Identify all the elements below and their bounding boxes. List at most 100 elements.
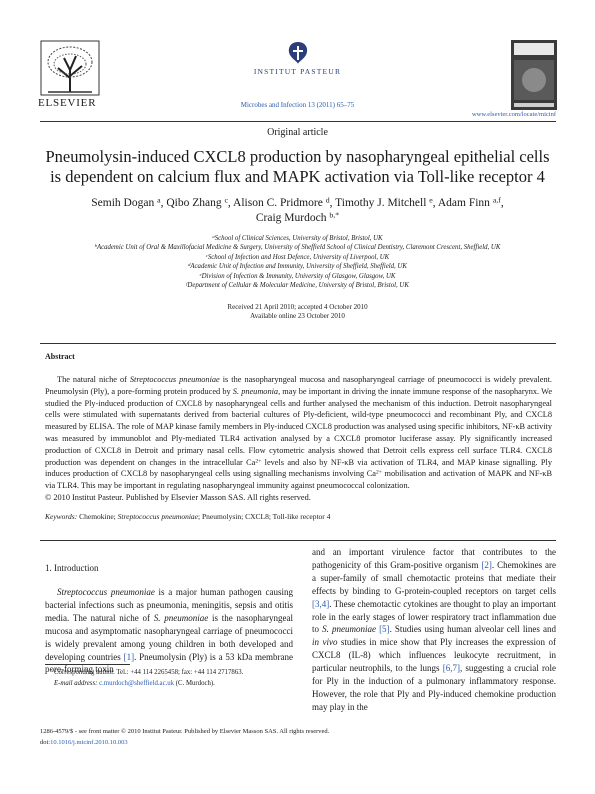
journal-cover (511, 40, 557, 110)
superscript: 2+ (375, 469, 382, 476)
link[interactable]: 10.1016/j.micinf.2010.10.003 (50, 739, 128, 746)
italic-text: in vivo (312, 637, 338, 648)
abstract-heading: Abstract (45, 352, 75, 361)
affiliation: bAcademic Unit of Oral & Maxillofacial M… (0, 243, 595, 252)
affiliation-label: a (212, 233, 215, 239)
body-column: Streptococcus pneumoniae is a major huma… (45, 586, 293, 676)
text-run: studies in mice show that Ply increases … (312, 637, 556, 674)
keywords: Keywords: Chemokine; Streptococcus pneum… (45, 511, 552, 523)
text-run: . Studies using human alveolar cell line… (389, 624, 556, 635)
text-run: , suggesting a crucial role for Ply in t… (312, 663, 556, 712)
affiliation-text: Department of Cellular & Molecular Medic… (187, 282, 409, 289)
footnote: E-mail address: c.murdoch@sheffield.ac.u… (54, 680, 215, 687)
dates: Received 21 April 2010; accepted 4 Octob… (227, 303, 368, 311)
elsevier-logo (40, 40, 100, 96)
italic-text: S. pneumoniae (153, 612, 209, 623)
header-rule (40, 121, 556, 122)
affiliation-text: School of Infection and Host Defence, Un… (207, 253, 390, 261)
publisher-name: ELSEVIER (38, 97, 97, 109)
text-run: , Timothy J. Mitchell (329, 197, 430, 209)
text-run: is a major human pathogen causing bacter… (45, 587, 294, 623)
citation[interactable]: [2] (481, 559, 492, 570)
citation[interactable]: [5] (379, 624, 390, 635)
italic-text: Streptococcus pneumoniae (117, 511, 198, 521)
dates: Available online 23 October 2010 (250, 312, 345, 320)
affiliation-label: d (188, 262, 191, 268)
text-run: , Qibo Zhang (160, 197, 225, 209)
affiliation-label: b (94, 243, 97, 249)
title-line: is dependent on calcium flux and MAPK ac… (50, 167, 545, 186)
affiliation: eDivision of Infection & Immunity, Unive… (0, 271, 595, 280)
text-run: mobilisation and activation of MAPK and … (45, 469, 552, 491)
text-run: Craig Murdoch (255, 212, 330, 224)
text-run: The natural niche of (57, 375, 130, 384)
institute-logo (288, 42, 308, 64)
italic-text: E-mail address: (54, 680, 98, 687)
text-run: Semih Dogan (91, 197, 158, 209)
text-run: , (500, 197, 504, 209)
italic-text: Keywords: (45, 511, 78, 521)
superscript: d (325, 195, 330, 205)
superscript: * (50, 667, 53, 673)
affiliation: fDepartment of Cellular & Molecular Medi… (0, 280, 595, 289)
body-column: and an important virulence factor that c… (312, 546, 556, 714)
article-type: Original article (267, 127, 328, 138)
abstract-paragraph: The natural niche of Streptococcus pneum… (45, 374, 552, 492)
superscript: c (224, 195, 228, 205)
text-run: . Pneumolysin (Ply) is a 53 kDa membrane… (45, 651, 294, 675)
link[interactable]: c.murdoch@sheffield.ac.uk (99, 680, 175, 687)
citation[interactable]: [3,4] (312, 598, 330, 609)
author-line: Semih Dogan a, Qibo Zhang c, Alison C. P… (0, 195, 595, 209)
affiliation: cSchool of Infection and Host Defence, U… (0, 252, 595, 261)
text-run: and an important virulence factor that c… (312, 547, 556, 570)
affiliation: aSchool of Clinical Sciences, University… (0, 233, 595, 242)
footnote: * Corresponding author. Tel.: +44 114 22… (50, 667, 244, 676)
superscript: a,f (492, 195, 501, 205)
journal-url[interactable]: www.elsevier.com/locate/micinf (471, 111, 556, 118)
italic-text: Streptococcus pneumoniae (129, 375, 220, 384)
superscript: e (429, 195, 433, 205)
affiliation-label: c (205, 252, 208, 258)
text-run: , Adam Finn (432, 197, 493, 209)
journal-citation: Microbes and Infection 13 (2011) 65–75 (240, 101, 355, 109)
italic-text: Streptococcus pneumoniae (57, 587, 155, 597)
italic-text: S. pneumonia (232, 386, 279, 396)
footer-line: 1286-4579/$ - see front matter © 2010 In… (40, 728, 329, 735)
affiliation-text: School of Clinical Sciences, University … (214, 235, 383, 242)
text-run: , Alison C. Pridmore (227, 197, 326, 209)
footnote-rule (45, 664, 130, 665)
superscript: 2+ (255, 458, 262, 465)
text-run: ; Pneumolysin; CXCL8; Toll-like receptor… (197, 511, 331, 521)
affiliation-label: f (186, 280, 188, 286)
superscript: b,* (329, 210, 340, 220)
affiliation-text: Division of Infection & Immunity, Univer… (201, 272, 396, 280)
copyright: © 2010 Institut Pasteur. Published by El… (45, 492, 311, 502)
title-line: Pneumolysin-induced CXCL8 production by … (45, 147, 550, 166)
text-run: doi: (40, 739, 51, 746)
text-run: Chemokine; (77, 511, 118, 521)
footer-line: doi:10.1016/j.micinf.2010.10.003 (40, 739, 128, 746)
abstract-rule (40, 343, 556, 344)
text-run: is the nasopharyngeal mucosa and nasopha… (45, 375, 552, 396)
text-run: . Chemokines are a super-family of small… (312, 559, 556, 596)
text-run: is the nasopharyngeal mucosa and asympto… (45, 612, 293, 662)
section-heading: 1. Introduction (45, 563, 99, 573)
author-line: Craig Murdoch b,* (0, 210, 595, 224)
citation[interactable]: [6,7] (442, 663, 460, 674)
italic-text: S. pneumoniae (322, 624, 376, 635)
text-run: 1286-4579/$ - see front matter © 2010 In… (40, 728, 330, 735)
affiliation-text: Academic Unit of Infection and Immunity,… (190, 263, 407, 271)
affiliation-text: Academic Unit of Oral & Maxillofacial Me… (96, 244, 501, 252)
text-run: . These chemotactic cytokines are though… (312, 598, 556, 635)
abstract-block: The natural niche of Streptococcus pneum… (45, 374, 552, 523)
text-run: Corresponding author. Tel.: +44 114 2265… (52, 669, 244, 676)
affiliation-label: e (199, 271, 202, 277)
citation[interactable]: [1] (123, 651, 135, 662)
text-run: levels and also by NF-κB via activation … (45, 457, 552, 479)
text-run: (C. Murdoch). (174, 680, 215, 687)
institute-name: INSTITUT PASTEUR (253, 67, 342, 76)
superscript: a (157, 195, 161, 205)
